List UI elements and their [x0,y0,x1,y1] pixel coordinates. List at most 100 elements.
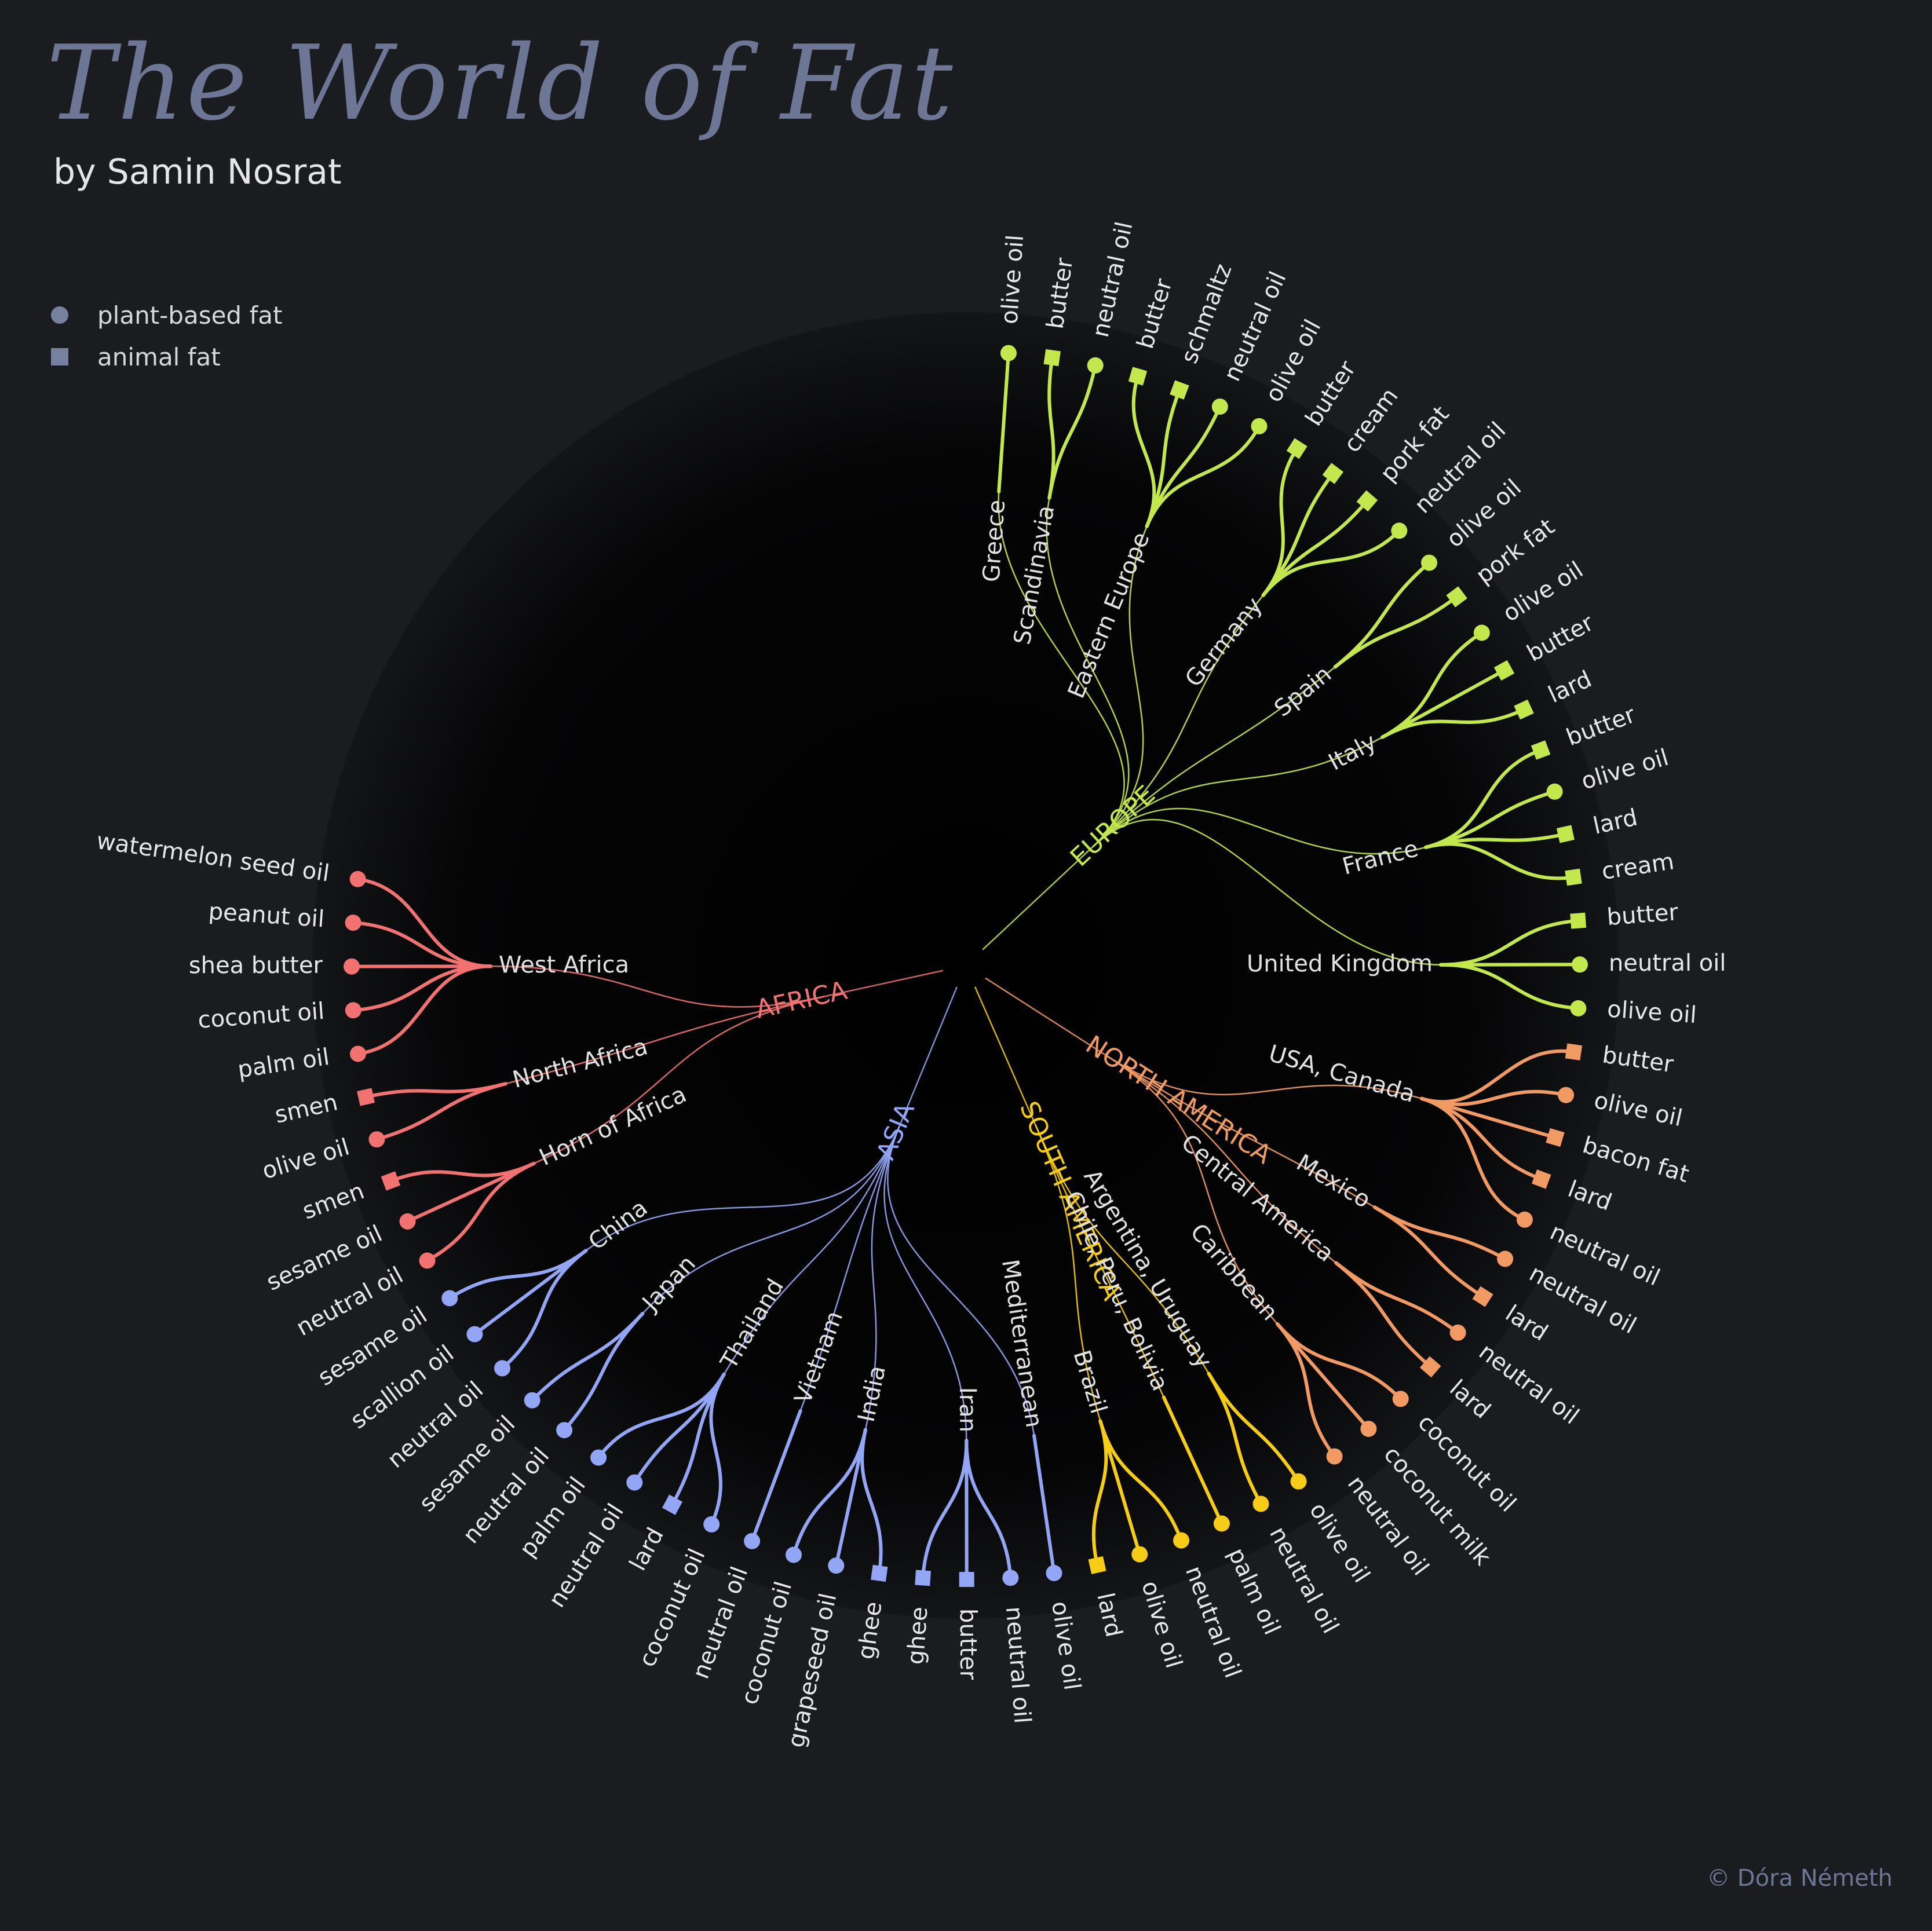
plant-fat-marker [828,1557,845,1574]
fat-link [1334,1261,1433,1369]
country-link [585,1125,900,1252]
fat-label: butter [955,1608,981,1680]
region-stem [974,986,1036,1125]
fat-link [530,1312,645,1402]
plant-fat-marker [349,871,366,887]
fat-link [1420,1096,1526,1221]
animal-fat-marker [1419,1356,1441,1378]
country-link [723,1125,900,1375]
animal-fat-marker [1170,380,1189,400]
plant-fat-marker [441,1290,458,1307]
animal-fat-marker [1565,868,1582,886]
fat-label: palm oil [236,1044,331,1084]
country-link [1106,1055,1337,1264]
fat-link [1145,388,1181,528]
country-link [998,491,1125,848]
plant-fat-marker [786,1546,802,1563]
fat-link [1145,424,1261,528]
fat-link [1380,708,1526,739]
fat-label: neutral oil [1474,1338,1584,1430]
country-link [1092,818,1441,966]
fat-label: peanut oil [207,898,325,933]
fat-link [792,1428,867,1557]
country-link [505,996,825,1085]
plant-fat-marker [466,1326,483,1343]
region-stem [982,846,1094,950]
fat-link [1276,1322,1336,1458]
page-subtitle: by Samin Nosrat [53,152,342,192]
fat-link [1424,789,1557,849]
plant-fat-marker [1046,1565,1062,1581]
plant-fat-marker [419,1252,436,1269]
fat-label: coconut oil [197,998,326,1034]
fat-label: neutral oil [1087,220,1138,340]
plant-fat-marker [1449,1324,1466,1341]
animal-fat-marker [1565,1043,1583,1060]
fat-link [670,1372,726,1507]
animal-fat-marker [357,1088,375,1106]
fat-label: butter [1132,276,1178,352]
animal-fat-marker [381,1171,401,1191]
fat-label: olive oil [1046,1600,1086,1692]
fat-link [1261,529,1401,597]
plant-fat-marker [1252,1495,1269,1512]
fat-link [351,964,492,1012]
plant-fat-marker [1326,1448,1343,1465]
fat-label: grapeseed oil [783,1591,842,1750]
fat-link [375,1082,507,1142]
animal-fat-marker [1514,699,1534,720]
animal-fat-marker [1356,490,1378,512]
plant-fat-marker [1572,956,1588,973]
fat-link [1047,356,1056,500]
country-link [490,966,825,1008]
fat-link [1380,631,1484,739]
plant-fat-marker [1290,1473,1307,1490]
country-label: United Kingdom [1247,950,1433,978]
animal-fat-marker [1043,349,1061,367]
plant-fat-marker-icon [51,306,68,324]
plant-fat-marker [1131,1546,1148,1563]
fat-label: olive oil [259,1133,352,1184]
fat-link [921,1439,969,1580]
animal-fat-marker-icon [51,348,68,365]
author-credit: © Dóra Németh [1707,1865,1893,1892]
fat-link [389,1161,536,1183]
country-link [534,996,825,1164]
fat-label: neutral oil [1609,950,1726,977]
plant-fat-marker [345,915,361,931]
plant-fat-marker [345,1002,361,1019]
fat-label: butter [1563,701,1639,751]
fat-link [1162,1395,1224,1526]
plant-fat-marker [1392,1391,1409,1407]
country-link [864,1125,900,1430]
fat-label: ghee [903,1606,933,1666]
fat-label: olive oil [1606,996,1697,1029]
plant-fat-marker [1002,1570,1019,1586]
fat-link [1372,1205,1485,1299]
fat-link [1207,1372,1263,1506]
fat-link [1333,561,1431,669]
fat-link [1424,748,1543,849]
region-stem [899,986,958,1127]
fat-label: neutral oil [1000,1605,1036,1724]
country-link [1035,1124,1210,1374]
fat-label: smen [299,1177,368,1225]
animal-fat-marker [662,1494,683,1515]
fat-label: cream [1600,848,1676,885]
animal-fat-marker [1472,1286,1493,1307]
legend-item-animal: animal fat [51,336,282,378]
country-label: Iran [954,1387,981,1432]
fat-link [1261,471,1335,597]
fat-label: lard [1544,666,1596,709]
fat-label: bacon fat [1580,1132,1692,1188]
fat-link [750,1409,802,1543]
fat-label: butter [1301,356,1361,431]
fat-label: shea butter [189,952,323,979]
fat-link [356,964,492,1056]
country-link [1106,1055,1375,1208]
fat-link [425,1161,536,1263]
plant-fat-marker [494,1360,510,1377]
plant-fat-marker [1251,418,1268,434]
legend-item-plant: plant-based fat [51,294,282,336]
